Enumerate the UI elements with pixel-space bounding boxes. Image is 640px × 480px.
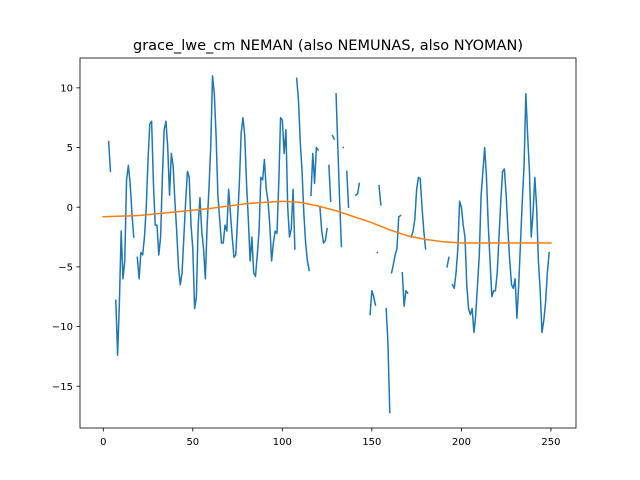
series-1-segment-5 bbox=[310, 146, 320, 197]
y-tick-label: 0 bbox=[67, 203, 73, 214]
series-1-segment-21 bbox=[451, 93, 550, 334]
series-1-point bbox=[342, 146, 345, 149]
series-1-segment-18 bbox=[401, 272, 409, 308]
series-1-segment-8 bbox=[331, 134, 336, 141]
y-tick-label: −15 bbox=[52, 382, 73, 393]
series-1-segment-1 bbox=[107, 140, 112, 173]
series-1-segment-15 bbox=[378, 184, 382, 206]
series-1 bbox=[107, 75, 550, 414]
series-1-point bbox=[376, 251, 379, 254]
series-1-segment-4 bbox=[295, 77, 311, 272]
series-1-segment-20 bbox=[446, 256, 450, 268]
series-1-segment-12 bbox=[354, 182, 361, 197]
series-1-segment-9 bbox=[335, 93, 343, 248]
series-2 bbox=[102, 200, 552, 244]
y-tick-label: −10 bbox=[52, 322, 73, 333]
series-1-segment-3 bbox=[136, 75, 296, 310]
x-tick-label: 150 bbox=[362, 437, 381, 448]
series-1-segment-11 bbox=[346, 170, 350, 208]
x-tick-label: 0 bbox=[100, 437, 106, 448]
y-tick-label: 10 bbox=[60, 83, 73, 94]
series-1-segment-16 bbox=[385, 307, 391, 414]
y-tick-label: 5 bbox=[67, 143, 73, 154]
x-tick-label: 200 bbox=[452, 437, 471, 448]
series-1-segment-2 bbox=[115, 164, 135, 356]
x-tick-label: 50 bbox=[186, 437, 199, 448]
axes-frame bbox=[79, 57, 577, 429]
series-2-segment-1 bbox=[102, 200, 552, 244]
x-tick-label: 250 bbox=[541, 437, 560, 448]
series-1-segment-17 bbox=[390, 214, 402, 274]
plot-area bbox=[102, 75, 552, 414]
series-1-segment-13 bbox=[369, 289, 377, 316]
chart-title: grace_lwe_cm NEMAN (also NEMUNAS, also N… bbox=[133, 38, 523, 54]
series-1-segment-7 bbox=[328, 164, 332, 203]
y-tick-label: −5 bbox=[58, 262, 73, 273]
series-1-segment-6 bbox=[319, 206, 328, 244]
series-1-segment-19 bbox=[410, 176, 427, 250]
x-tick-label: 100 bbox=[273, 437, 292, 448]
axes: 0 50 100 150 200 250 −15 −10 −5 0 5 10 bbox=[52, 57, 577, 448]
